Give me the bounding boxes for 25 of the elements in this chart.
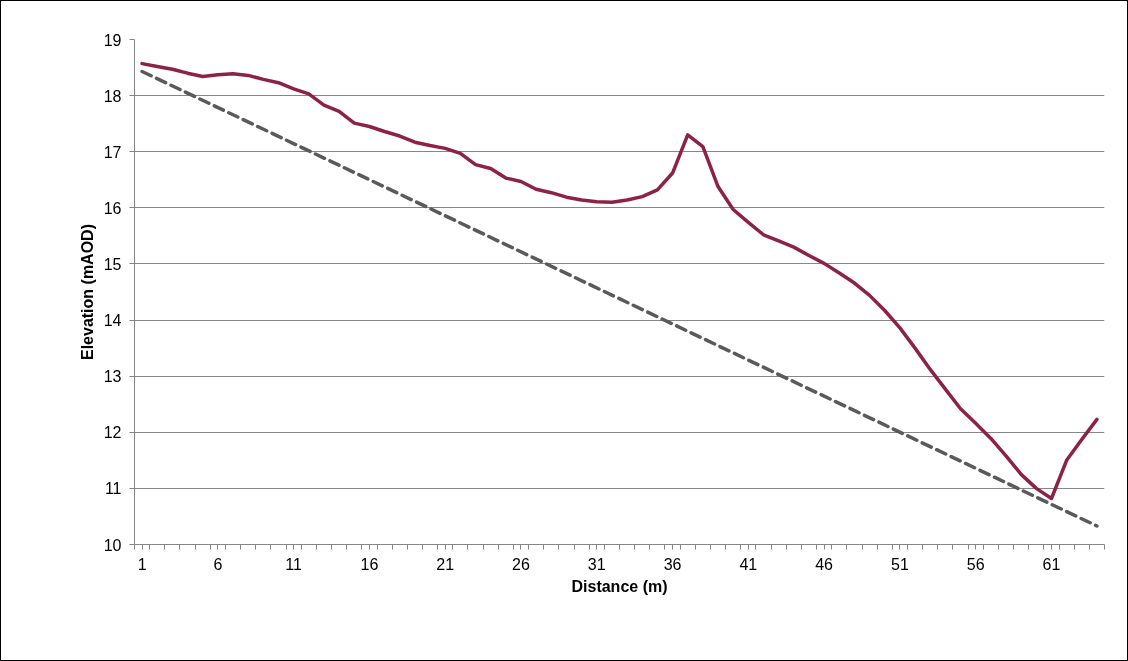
x-tick-label: 1 bbox=[137, 555, 147, 573]
x-tick-label: 6 bbox=[213, 555, 223, 573]
y-tick-label: 17 bbox=[103, 143, 122, 161]
x-tick-label: 56 bbox=[966, 555, 985, 573]
x-tick-label: 16 bbox=[360, 555, 379, 573]
y-tick-label: 10 bbox=[103, 536, 122, 554]
y-tick-label: 16 bbox=[103, 199, 122, 217]
x-tick-label: 36 bbox=[663, 555, 682, 573]
y-tick-label: 18 bbox=[103, 87, 122, 105]
x-tick-label: 26 bbox=[512, 555, 530, 573]
x-tick-label: 21 bbox=[436, 555, 455, 573]
y-axis-title: Elevation (mAOD) bbox=[78, 223, 96, 361]
y-tick-label: 19 bbox=[103, 31, 122, 49]
x-axis-title: Distance (m) bbox=[571, 577, 668, 595]
x-tick-label: 51 bbox=[890, 555, 909, 573]
x-tick-label: 41 bbox=[739, 555, 758, 573]
x-tick-label: 46 bbox=[815, 555, 834, 573]
y-tick-label: 15 bbox=[103, 255, 122, 273]
x-tick-label: 11 bbox=[285, 555, 303, 573]
x-tick-label: 31 bbox=[587, 555, 606, 573]
y-tick-label: 12 bbox=[103, 424, 122, 442]
y-tick-label: 13 bbox=[103, 368, 122, 386]
y-tick-label: 11 bbox=[104, 480, 122, 498]
y-tick-label: 14 bbox=[103, 312, 122, 330]
x-tick-label: 61 bbox=[1042, 555, 1061, 573]
